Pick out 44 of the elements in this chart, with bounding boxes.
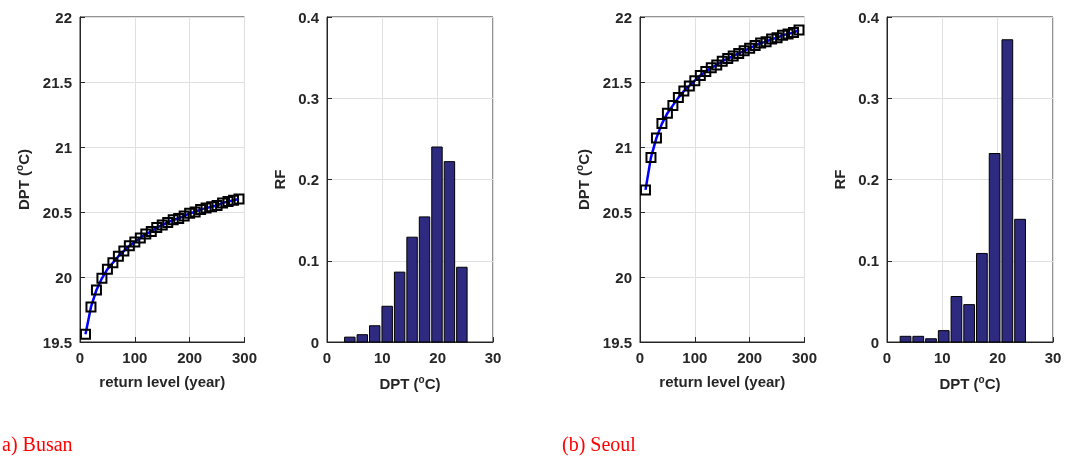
x-tick-label: 100 <box>122 349 148 366</box>
y-tick-label: 21 <box>615 138 632 156</box>
y-tick-label: 21.5 <box>42 73 72 91</box>
y-tick-label: 0.1 <box>298 252 319 270</box>
x-tick-label: 0 <box>322 349 332 366</box>
x-tick-label: 10 <box>373 349 391 366</box>
x-tick-label: 30 <box>1044 349 1062 366</box>
y-tick-label: 19.5 <box>42 333 72 351</box>
y-tick-label: 21 <box>55 138 72 156</box>
y-axis-title: RF <box>271 169 288 190</box>
y-tick-label: 20 <box>615 268 632 286</box>
y-tick-label: 0 <box>870 333 879 351</box>
y-tick-label: 0.3 <box>298 89 319 107</box>
y-tick-label: 0.3 <box>858 89 879 107</box>
x-tick-label: 20 <box>989 349 1007 366</box>
x-tick-label: 20 <box>429 349 447 366</box>
x-tick-label: 200 <box>177 349 203 366</box>
y-tick-label: 20.5 <box>602 203 632 221</box>
text: a) Busan <box>2 433 73 456</box>
y-tick-label: 0.4 <box>858 8 880 26</box>
x-tick-label: 200 <box>737 349 763 366</box>
y-tick-label: 21.5 <box>602 73 632 91</box>
x-axis-title: return level (year) <box>99 373 226 390</box>
x-tick-label: 300 <box>231 349 257 366</box>
x-tick-label: 100 <box>682 349 708 366</box>
x-axis-title: return level (year) <box>659 373 786 390</box>
x-tick-label: 10 <box>933 349 951 366</box>
x-tick-label: 30 <box>484 349 502 366</box>
x-tick-label: 300 <box>791 349 817 366</box>
y-tick-label: 0.1 <box>858 252 879 270</box>
y-tick-label: 22 <box>615 8 632 26</box>
y-tick-label: 22 <box>55 8 72 26</box>
y-tick-label: 20 <box>55 268 72 286</box>
y-axis-title: RF <box>831 169 848 190</box>
y-tick-label: 19.5 <box>602 333 632 351</box>
y-tick-label: 20.5 <box>42 203 72 221</box>
y-tick-label: 0.4 <box>298 8 320 26</box>
x-tick-label: 0 <box>75 349 85 366</box>
y-tick-label: 0.2 <box>858 171 879 188</box>
y-tick-label: 0 <box>310 333 319 351</box>
text: (b) Seoul <box>562 433 637 456</box>
x-tick-label: 0 <box>635 349 645 366</box>
y-tick-label: 0.2 <box>298 171 319 188</box>
x-tick-label: 0 <box>882 349 892 366</box>
